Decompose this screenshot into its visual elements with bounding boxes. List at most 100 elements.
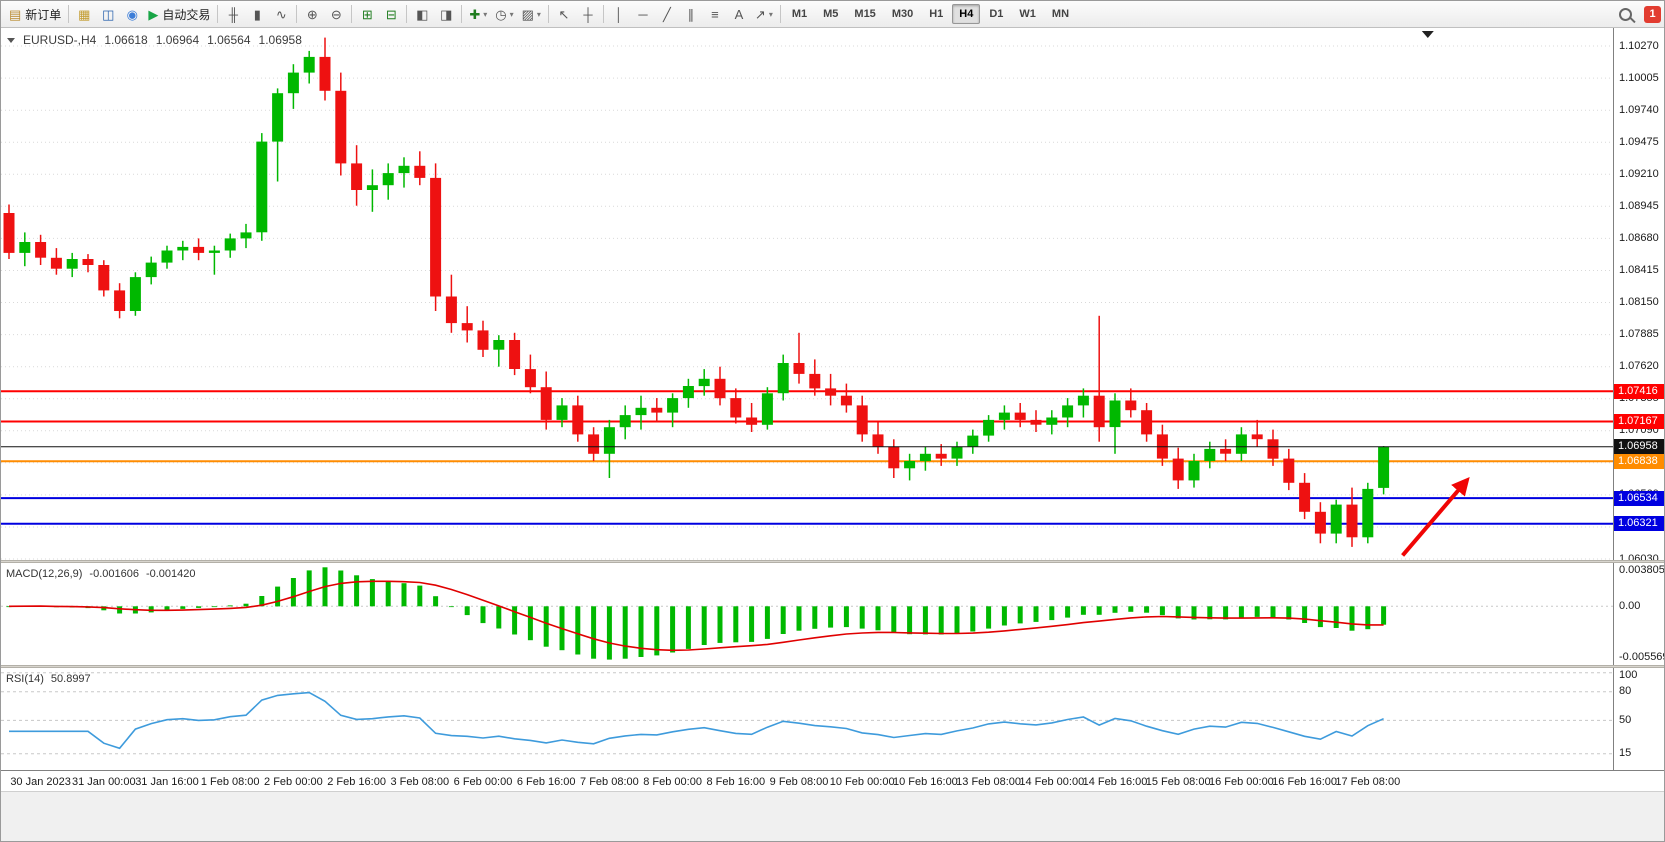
toolbar-separator: [217, 5, 219, 23]
trendline-icon-glyph: ╱: [663, 6, 671, 22]
vertical-line-icon[interactable]: │: [607, 3, 631, 25]
tf-mn[interactable]: MN: [1051, 8, 1070, 20]
text-icon[interactable]: A: [727, 3, 751, 25]
templates-button[interactable]: ▨ ▾: [518, 3, 545, 25]
time-axis-label: 14 Feb 16:00: [1082, 776, 1148, 788]
time-axis-label: 17 Feb 08:00: [1335, 776, 1401, 788]
chevron-down-icon: ▾: [509, 9, 514, 19]
channel-icon[interactable]: ∥: [679, 3, 703, 25]
profiles-icon-glyph: ▦: [78, 6, 91, 22]
cursor-icon-glyph: ↖: [558, 6, 570, 22]
macd-name: MACD(12,26,9): [6, 568, 83, 580]
chart-shift-icon[interactable]: ◨: [434, 3, 458, 25]
price-scale[interactable]: 1.10270 1.10005 1.09740 1.09475 1.09210 1.089…: [1613, 28, 1665, 770]
periods-button-glyph: ◷: [495, 6, 507, 22]
tf-h4[interactable]: H4: [952, 4, 981, 24]
toolbar-separator: [406, 5, 408, 23]
time-axis-label: 31 Jan 16:00: [135, 776, 199, 788]
profiles-icon[interactable]: ▦: [72, 3, 96, 25]
time-axis-label: 10 Feb 00:00: [829, 776, 895, 788]
arrows-button-glyph: ↗: [754, 6, 766, 22]
price-tick-label: 1.07885: [1619, 328, 1659, 341]
notification-badge[interactable]: 1: [1644, 5, 1661, 23]
time-axis-label: 8 Feb 00:00: [643, 776, 702, 788]
time-axis-label: 16 Feb 16:00: [1272, 776, 1338, 788]
trendline-icon[interactable]: ╱: [655, 3, 679, 25]
panel-divider[interactable]: [1, 665, 1664, 668]
cursor-icon[interactable]: ↖: [552, 3, 576, 25]
fibonacci-icon[interactable]: ≡: [703, 3, 727, 25]
rsi-canvas[interactable]: [1, 668, 1613, 770]
time-axis-label: 16 Feb 00:00: [1208, 776, 1274, 788]
resistance-line-1-price-tag[interactable]: 1.07416: [1614, 383, 1664, 399]
time-axis-label: 10 Feb 16:00: [892, 776, 958, 788]
candlestick-chart-icon-glyph: ▮: [253, 6, 261, 22]
macd-canvas[interactable]: [1, 563, 1613, 665]
pivot-line-price-tag[interactable]: 1.06838: [1614, 453, 1664, 469]
price-tick-label: 1.09740: [1619, 103, 1659, 116]
indicators-button[interactable]: ✚ ▾: [465, 3, 491, 25]
symbol-dropdown-icon[interactable]: [7, 37, 15, 43]
tf-m5[interactable]: M5: [823, 8, 839, 20]
cascade-windows-icon[interactable]: ⊟: [379, 3, 403, 25]
macd-scale-min: -0.005569: [1619, 651, 1665, 663]
price-tick-label: 1.07620: [1619, 360, 1659, 373]
charts-icon[interactable]: ◫: [96, 3, 120, 25]
bar-chart-icon[interactable]: ╫: [221, 3, 245, 25]
search-icon[interactable]: [1619, 7, 1632, 21]
zoom-in-icon[interactable]: ⊕: [300, 3, 324, 25]
window-bottom-area: [1, 791, 1664, 841]
price-tick-label: 1.08150: [1619, 296, 1659, 309]
refresh-icon-glyph: ◉: [126, 6, 138, 22]
macd-signal-line: [8, 580, 1384, 652]
price-tick-label: 1.09210: [1619, 167, 1659, 180]
ohlc-high: 1.06964: [155, 33, 200, 47]
rsi-scale-label: 50: [1619, 713, 1632, 726]
bid-price-tag[interactable]: 1.06958: [1614, 439, 1664, 455]
price-chart-canvas[interactable]: [1, 28, 1613, 560]
tf-m15[interactable]: M15: [854, 8, 876, 20]
chevron-down-icon: ▾: [483, 9, 488, 19]
line-chart-icon[interactable]: ∿: [269, 3, 293, 25]
horizontal-line-icon[interactable]: ─: [631, 3, 655, 25]
main-toolbar: ▤ 新订单 ▦ ◫ ◉ ▶ 自动交易 ╫ ▮ ∿ ⊕ ⊖ ⊞ ⊟ ◧ ◨ ✚ ▾ ◷ ▾ ▨ ▾ ↖ ┼ │ ─ ╱ ∥ ≡ A ↗ ▾ M1 M…: [1, 1, 1664, 28]
vertical-line-icon-glyph: │: [614, 6, 623, 22]
chevron-down-icon: ▾: [536, 9, 541, 19]
tf-m1[interactable]: M1: [791, 8, 808, 20]
new-order-button[interactable]: ▤ 新订单: [5, 3, 65, 25]
tile-windows-icon[interactable]: ⊞: [355, 3, 379, 25]
time-axis[interactable]: 30 Jan 2023 31 Jan 00:00 31 Jan 16:00 1 Feb…: [1, 770, 1664, 791]
time-axis-label: 8 Feb 16:00: [706, 776, 766, 788]
refresh-icon[interactable]: ◉: [120, 3, 144, 25]
autotrading-button[interactable]: ▶ 自动交易: [144, 3, 214, 25]
tf-m30[interactable]: M30: [891, 8, 914, 20]
tf-d1[interactable]: D1: [989, 8, 1004, 20]
panel-divider[interactable]: [1, 560, 1664, 563]
chart-shift-icon-glyph: ◨: [440, 6, 453, 22]
crosshair-icon[interactable]: ┼: [576, 3, 600, 25]
periods-button[interactable]: ◷ ▾: [491, 3, 517, 25]
level-lines-layer[interactable]: [1, 390, 1613, 525]
toolbar-buttons: ▤ 新订单 ▦ ◫ ◉ ▶ 自动交易 ╫ ▮ ∿ ⊕ ⊖ ⊞ ⊟ ◧ ◨ ✚ ▾ ◷ ▾ ▨ ▾ ↖ ┼ │ ─ ╱ ∥ ≡ A ↗ ▾ M1 M…: [5, 1, 1077, 27]
price-tick-label: 1.10005: [1619, 71, 1659, 84]
tf-h1[interactable]: H1: [929, 8, 944, 20]
zoom-out-icon[interactable]: ⊖: [324, 3, 348, 25]
tf-w1[interactable]: W1: [1019, 8, 1036, 20]
symbol-period-label: EURUSD-,H4: [23, 33, 97, 47]
auto-scroll-icon[interactable]: ◧: [410, 3, 434, 25]
toolbar-separator: [547, 5, 549, 23]
crosshair-icon-glyph: ┼: [583, 6, 593, 22]
tile-windows-icon-glyph: ⊞: [361, 6, 373, 22]
bar-chart-icon-glyph: ╫: [228, 6, 238, 22]
rsi-indicator-label: RSI(14) 50.8997: [6, 673, 91, 685]
toolbar-separator: [779, 5, 781, 23]
macd-scale-max: 0.003805: [1619, 564, 1665, 576]
support-line-1-price-tag[interactable]: 1.06534: [1614, 490, 1664, 506]
time-axis-label: 14 Feb 00:00: [1019, 776, 1085, 788]
candlestick-chart-icon[interactable]: ▮: [245, 3, 269, 25]
resistance-line-2-price-tag[interactable]: 1.07167: [1614, 413, 1664, 429]
arrows-button[interactable]: ↗ ▾: [751, 3, 777, 25]
support-line-2-price-tag[interactable]: 1.06321: [1614, 516, 1664, 532]
indicators-button-glyph: ✚: [469, 6, 481, 22]
autotrading-button-glyph: ▶: [148, 6, 159, 22]
